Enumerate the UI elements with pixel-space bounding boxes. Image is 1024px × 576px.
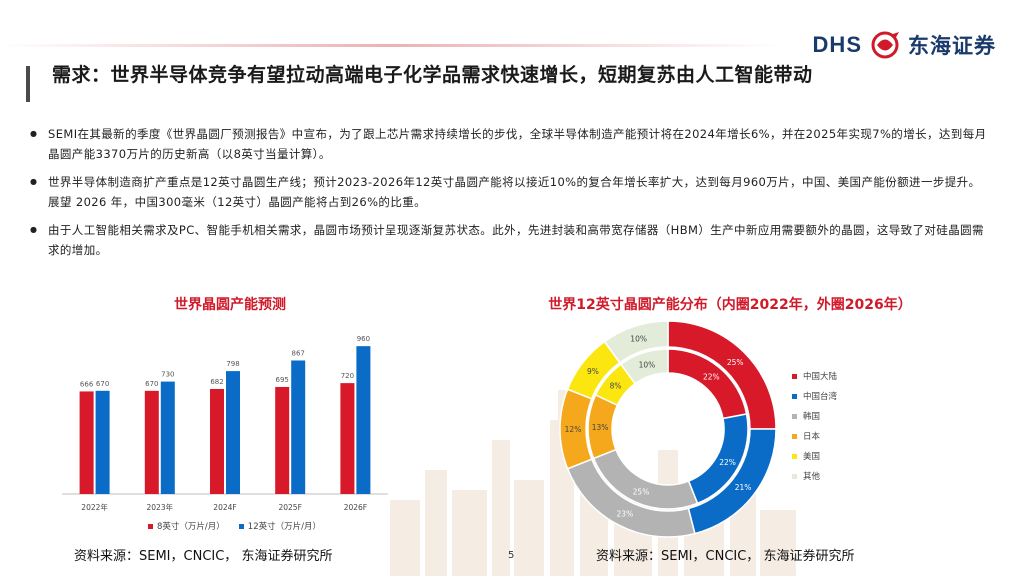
bar-chart-legend: 8英寸（万片/月） 12英寸（万片/月） [148, 520, 321, 532]
bar-value-label: 798 [226, 360, 239, 368]
legend-label: 美国 [803, 452, 821, 462]
bar-12inch [291, 360, 306, 494]
legend-swatch [792, 473, 797, 479]
bar-12inch [226, 371, 240, 494]
donut-value-label: 10% [639, 360, 656, 369]
legend-label: 中国台湾 [803, 392, 838, 402]
legend-swatch [792, 413, 797, 419]
donut-value-label: 10% [630, 335, 647, 344]
wafer-distribution-donut-chart: 22% 22% 25% 13% 8% 10% 25% 21% 23% 12% 9% 10% [559, 320, 777, 538]
donut-value-label: 13% [592, 423, 609, 432]
logo-text-en: DHS [812, 32, 862, 57]
wafer-capacity-bar-chart: 666 6702022年6707302023年6827982024F6958672… [62, 335, 388, 512]
bar-value-label: 720 [341, 372, 354, 380]
donut-value-label: 12% [565, 425, 582, 434]
bar-8inch [144, 390, 159, 494]
legend-item-12inch: 12英寸（万片/月） [238, 520, 321, 532]
x-tick-label: 2025F [278, 503, 301, 512]
donut-value-label: 25% [633, 487, 650, 496]
bullet-list: SEMI在其最新的季度《世界晶圆厂预测报告》中宣布，为了跟上芯片需求持续增长的步… [30, 124, 990, 268]
x-tick-label: 2024F [213, 503, 236, 512]
donut-chart-legend: 中国大陆 中国台湾 韩国 日本 美国 其他 [792, 370, 837, 490]
bar-8inch [275, 386, 290, 494]
donut-value-label: 23% [617, 510, 634, 519]
page-title: 需求：世界半导体竞争有望拉动高端电子化学品需求快速增长，短期复苏由人工智能带动 [52, 64, 813, 86]
legend-item-cn-taiwan: 中国台湾 [792, 390, 837, 402]
legend-swatch [792, 453, 797, 459]
legend-item-usa: 美国 [792, 450, 837, 462]
bar-12inch [160, 381, 175, 494]
source-note-right: 资料来源：SEMI，CNCIC， 东海证券研究所 [596, 549, 855, 564]
legend-item-8inch: 8英寸（万片/月） [148, 520, 225, 532]
legend-item-japan: 日本 [792, 430, 837, 442]
source-note-left: 资料来源：SEMI，CNCIC， 东海证券研究所 [74, 549, 333, 564]
donut-value-label: 25% [727, 358, 744, 367]
legend-swatch-12inch [238, 523, 244, 529]
bullet-item: SEMI在其最新的季度《世界晶圆厂预测报告》中宣布，为了跟上芯片需求持续增长的步… [30, 124, 990, 164]
company-logo: DHS 东海证券 [813, 30, 996, 60]
logo-text-cn: 东海证券 [908, 34, 996, 58]
legend-item-cn-mainland: 中国大陆 [792, 370, 837, 382]
bullet-item: 世界半导体制造商扩产重点是12英寸晶圆生产线；预计2023-2026年12英寸晶… [30, 172, 990, 212]
legend-swatch-8inch [148, 523, 153, 529]
legend-swatch [792, 393, 797, 399]
legend-item-other: 其他 [792, 470, 837, 482]
legend-label: 日本 [803, 432, 821, 442]
title-accent-bar [26, 66, 30, 102]
donut-value-label: 22% [703, 373, 720, 382]
dragon-emblem-icon [871, 31, 899, 59]
donut-value-label: 22% [719, 458, 736, 467]
bar-value-label: 730 [161, 371, 174, 379]
bar-8inch [79, 391, 94, 494]
donut-slice-inner [619, 348, 669, 385]
bar-12inch [356, 346, 371, 494]
donut-chart-title: 世界12英寸晶圆产能分布（内圈2022年，外圈2026年） [548, 297, 912, 313]
legend-label: 中国大陆 [803, 372, 838, 382]
bar-value-label: 867 [292, 349, 305, 357]
donut-value-label: 21% [735, 483, 752, 492]
legend-label: 8英寸（万片/月） [157, 522, 225, 532]
page-number: 5 [508, 550, 515, 561]
bar-value-label: 670 [96, 380, 109, 388]
legend-label: 韩国 [803, 412, 821, 422]
legend-label: 其他 [803, 472, 821, 482]
bar-value-label: 670 [145, 380, 158, 388]
bar-value-label: 666 [80, 380, 94, 388]
bar-chart-title: 世界晶圆产能预测 [174, 297, 286, 313]
legend-swatch [792, 433, 797, 439]
legend-swatch [792, 373, 797, 379]
donut-value-label: 8% [610, 382, 622, 391]
bar-value-label: 960 [357, 335, 370, 343]
bar-8inch [210, 388, 224, 494]
legend-item-korea: 韩国 [792, 410, 837, 422]
x-tick-label: 2022年 [81, 502, 108, 512]
bar-value-label: 682 [210, 378, 223, 386]
bullet-item: 由于人工智能相关需求及PC、智能手机相关需求，晶圆市场预计呈现逐渐复苏状态。此外… [30, 220, 990, 260]
donut-value-label: 9% [587, 367, 599, 376]
bar-8inch [340, 383, 355, 494]
x-tick-label: 2026F [344, 503, 367, 512]
header-divider [0, 44, 780, 47]
bar-value-label: 695 [276, 376, 289, 384]
x-tick-label: 2023年 [147, 502, 174, 512]
bar-12inch [95, 390, 110, 494]
donut-slice-outer [603, 320, 669, 364]
legend-label: 12英寸（万片/月） [247, 522, 321, 532]
